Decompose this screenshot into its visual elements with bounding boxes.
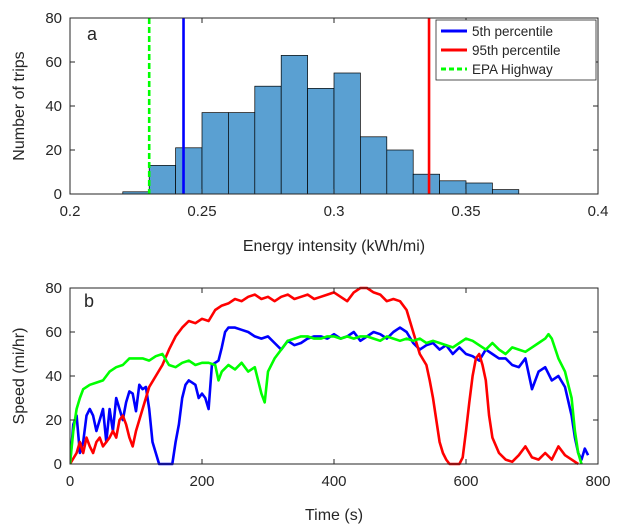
panel-b-y-ticks: 0 20 40 60 80 (45, 280, 598, 473)
histogram-bar (254, 85, 282, 195)
panel-b-x-tick-label: 0 (66, 473, 74, 490)
percentile-lines (147, 18, 431, 194)
panel-b-y-tick-label: 40 (45, 368, 62, 385)
histogram-bar (148, 165, 176, 195)
histogram-bar (228, 112, 256, 195)
panel-a-y-ticks: 0 20 40 60 80 (45, 10, 598, 203)
panel-a-x-tick-label: 0.25 (187, 203, 216, 220)
histogram-bar (492, 189, 520, 195)
histogram-bar (201, 112, 229, 195)
panel-b-x-axis-label: Time (s) (305, 507, 363, 524)
histogram-bar (307, 88, 335, 195)
panel-a-y-tick-label: 60 (45, 54, 62, 71)
panel-a-legend: 5th percentile 95th percentile EPA Highw… (435, 19, 597, 81)
panel-a-x-tick-label: 0.3 (324, 203, 345, 220)
panel-a-y-tick-label: 80 (45, 10, 62, 27)
panel-b-y-axis-label: Speed (mi/hr) (11, 328, 28, 425)
panel-a-y-axis-label: Number of trips (11, 51, 28, 160)
histogram-bar (412, 173, 440, 195)
speed-traces (70, 286, 590, 466)
panel-b-label: b (84, 291, 94, 311)
histogram-bar (280, 55, 308, 195)
histogram-bar (333, 72, 361, 195)
histogram-bars (122, 55, 520, 195)
panel-a-x-axis-label: Energy intensity (kWh/mi) (243, 238, 425, 255)
panel-b: 0 200 400 600 800 0 20 40 60 80 b Time (s) Speed… (11, 280, 611, 524)
panel-a-x-tick-label: 0.4 (588, 203, 609, 220)
panel-a-x-tick-label: 0.35 (451, 203, 480, 220)
panel-a-x-ticks: 0.2 0.25 0.3 0.35 0.4 (60, 18, 609, 220)
panel-a-x-tick-label: 0.2 (60, 203, 81, 220)
panel-b-x-tick-label: 400 (321, 473, 346, 490)
panel-b-x-tick-label: 600 (453, 473, 478, 490)
legend-label-95th: 95th percentile (472, 43, 561, 58)
panel-b-x-tick-label: 200 (189, 473, 214, 490)
speed-trace-red (70, 286, 579, 466)
panel-b-x-ticks: 0 200 400 600 800 (66, 288, 611, 490)
panel-b-x-tick-label: 800 (585, 473, 610, 490)
panel-a-y-tick-label: 40 (45, 98, 62, 115)
histogram-bar (439, 180, 467, 195)
histogram-bar (360, 136, 388, 195)
speed-trace-green (70, 332, 583, 465)
legend-label-epa: EPA Highway (472, 62, 553, 77)
panel-a-y-tick-label: 0 (54, 186, 62, 203)
panel-b-y-tick-label: 20 (45, 412, 62, 429)
panel-b-y-tick-label: 60 (45, 324, 62, 341)
speed-trace-blue (70, 326, 590, 466)
histogram-bar (465, 182, 493, 195)
panel-a-label: a (87, 24, 98, 44)
panel-a-y-tick-label: 20 (45, 142, 62, 159)
histogram-bar (175, 147, 203, 195)
legend-label-5th: 5th percentile (472, 24, 553, 39)
panel-a: 0.2 0.25 0.3 0.35 0.4 0 20 40 60 80 a Energy int… (11, 10, 608, 255)
panel-b-y-tick-label: 80 (45, 280, 62, 297)
histogram-bar (386, 149, 414, 195)
panel-b-y-tick-label: 0 (54, 456, 62, 473)
